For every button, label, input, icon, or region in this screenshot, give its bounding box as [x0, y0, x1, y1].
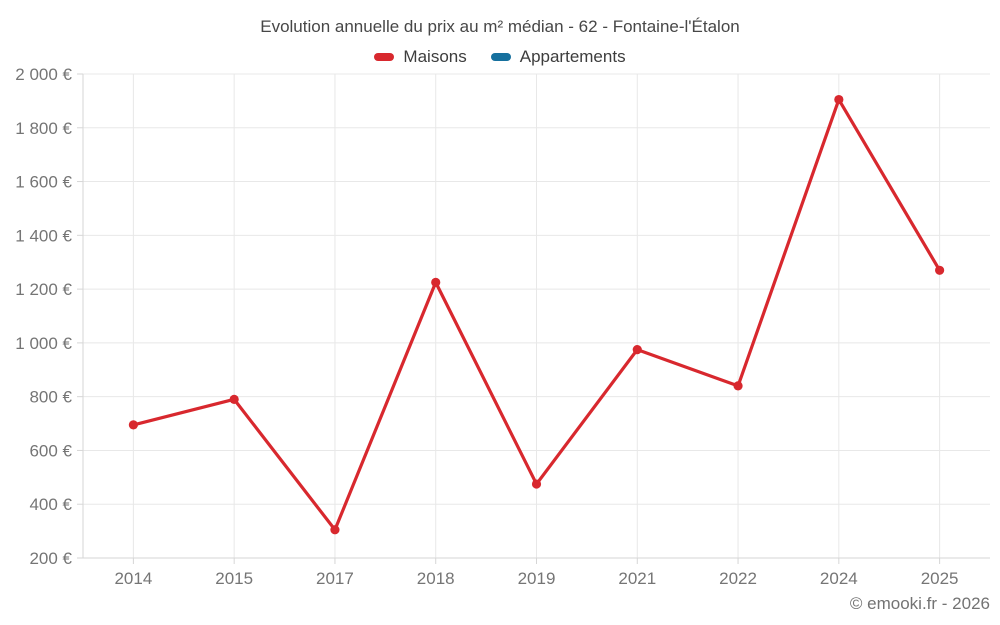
legend-swatch-appartements-icon	[490, 53, 511, 61]
y-axis-tick-label: 1 200 €	[15, 280, 72, 299]
data-point-maisons-2014[interactable]	[128, 420, 138, 430]
legend-label-appartements: Appartements	[519, 47, 626, 66]
x-axis-tick-label: 2018	[417, 569, 455, 588]
data-point-maisons-2017[interactable]	[330, 525, 340, 535]
y-axis-tick-label: 400 €	[29, 495, 72, 514]
y-axis-tick-label: 800 €	[29, 388, 72, 407]
y-axis-tick-label: 1 000 €	[15, 334, 72, 353]
data-point-maisons-2018[interactable]	[431, 277, 441, 287]
legend-item-appartements[interactable]: Appartements	[490, 47, 626, 67]
y-axis-tick-label: 600 €	[29, 441, 72, 460]
x-axis-tick-label: 2017	[316, 569, 354, 588]
y-axis-tick-label: 2 000 €	[15, 65, 72, 84]
data-point-maisons-2025[interactable]	[935, 265, 945, 275]
y-axis-tick-label: 1 400 €	[15, 226, 72, 245]
copyright: © emooki.fr - 2026	[849, 594, 990, 613]
x-axis-tick-label: 2019	[518, 569, 556, 588]
series-maisons	[128, 94, 945, 535]
data-point-maisons-2019[interactable]	[531, 479, 542, 489]
data-point-maisons-2021[interactable]	[632, 345, 642, 355]
x-gridlines	[132, 74, 941, 558]
data-point-maisons-2024[interactable]	[834, 94, 844, 105]
x-axis-tick-label: 2015	[215, 569, 253, 588]
x-axis-tick-label: 2024	[820, 569, 858, 588]
y-axis-tick-label: 1 800 €	[15, 119, 72, 138]
x-tick-labels: 2014 2015 2017 2018 2019 2021 2022 2024 2025	[114, 558, 959, 588]
legend-label-maisons: Maisons	[403, 47, 467, 66]
x-axis-tick-label: 2014	[114, 569, 152, 588]
x-axis-tick-label: 2025	[921, 569, 959, 588]
chart-title: Evolution annuelle du prix au m² médian …	[260, 17, 740, 36]
x-axis-tick-label: 2022	[719, 569, 757, 588]
x-axis-tick-label: 2021	[618, 569, 656, 588]
legend-item-maisons[interactable]: Maisons	[374, 47, 467, 67]
data-point-maisons-2015[interactable]	[229, 394, 239, 404]
legend-swatch-maisons-icon	[374, 53, 395, 61]
y-tick-labels: 200 € 400 € 600 € 800 € 1 000 € 1 200 € 1 400 …	[15, 65, 72, 568]
data-point-maisons-2022[interactable]	[733, 381, 743, 391]
y-axis-tick-label: 200 €	[29, 549, 72, 568]
y-axis-tick-label: 1 600 €	[15, 173, 72, 192]
legend: Maisons Appartements	[0, 47, 1000, 67]
